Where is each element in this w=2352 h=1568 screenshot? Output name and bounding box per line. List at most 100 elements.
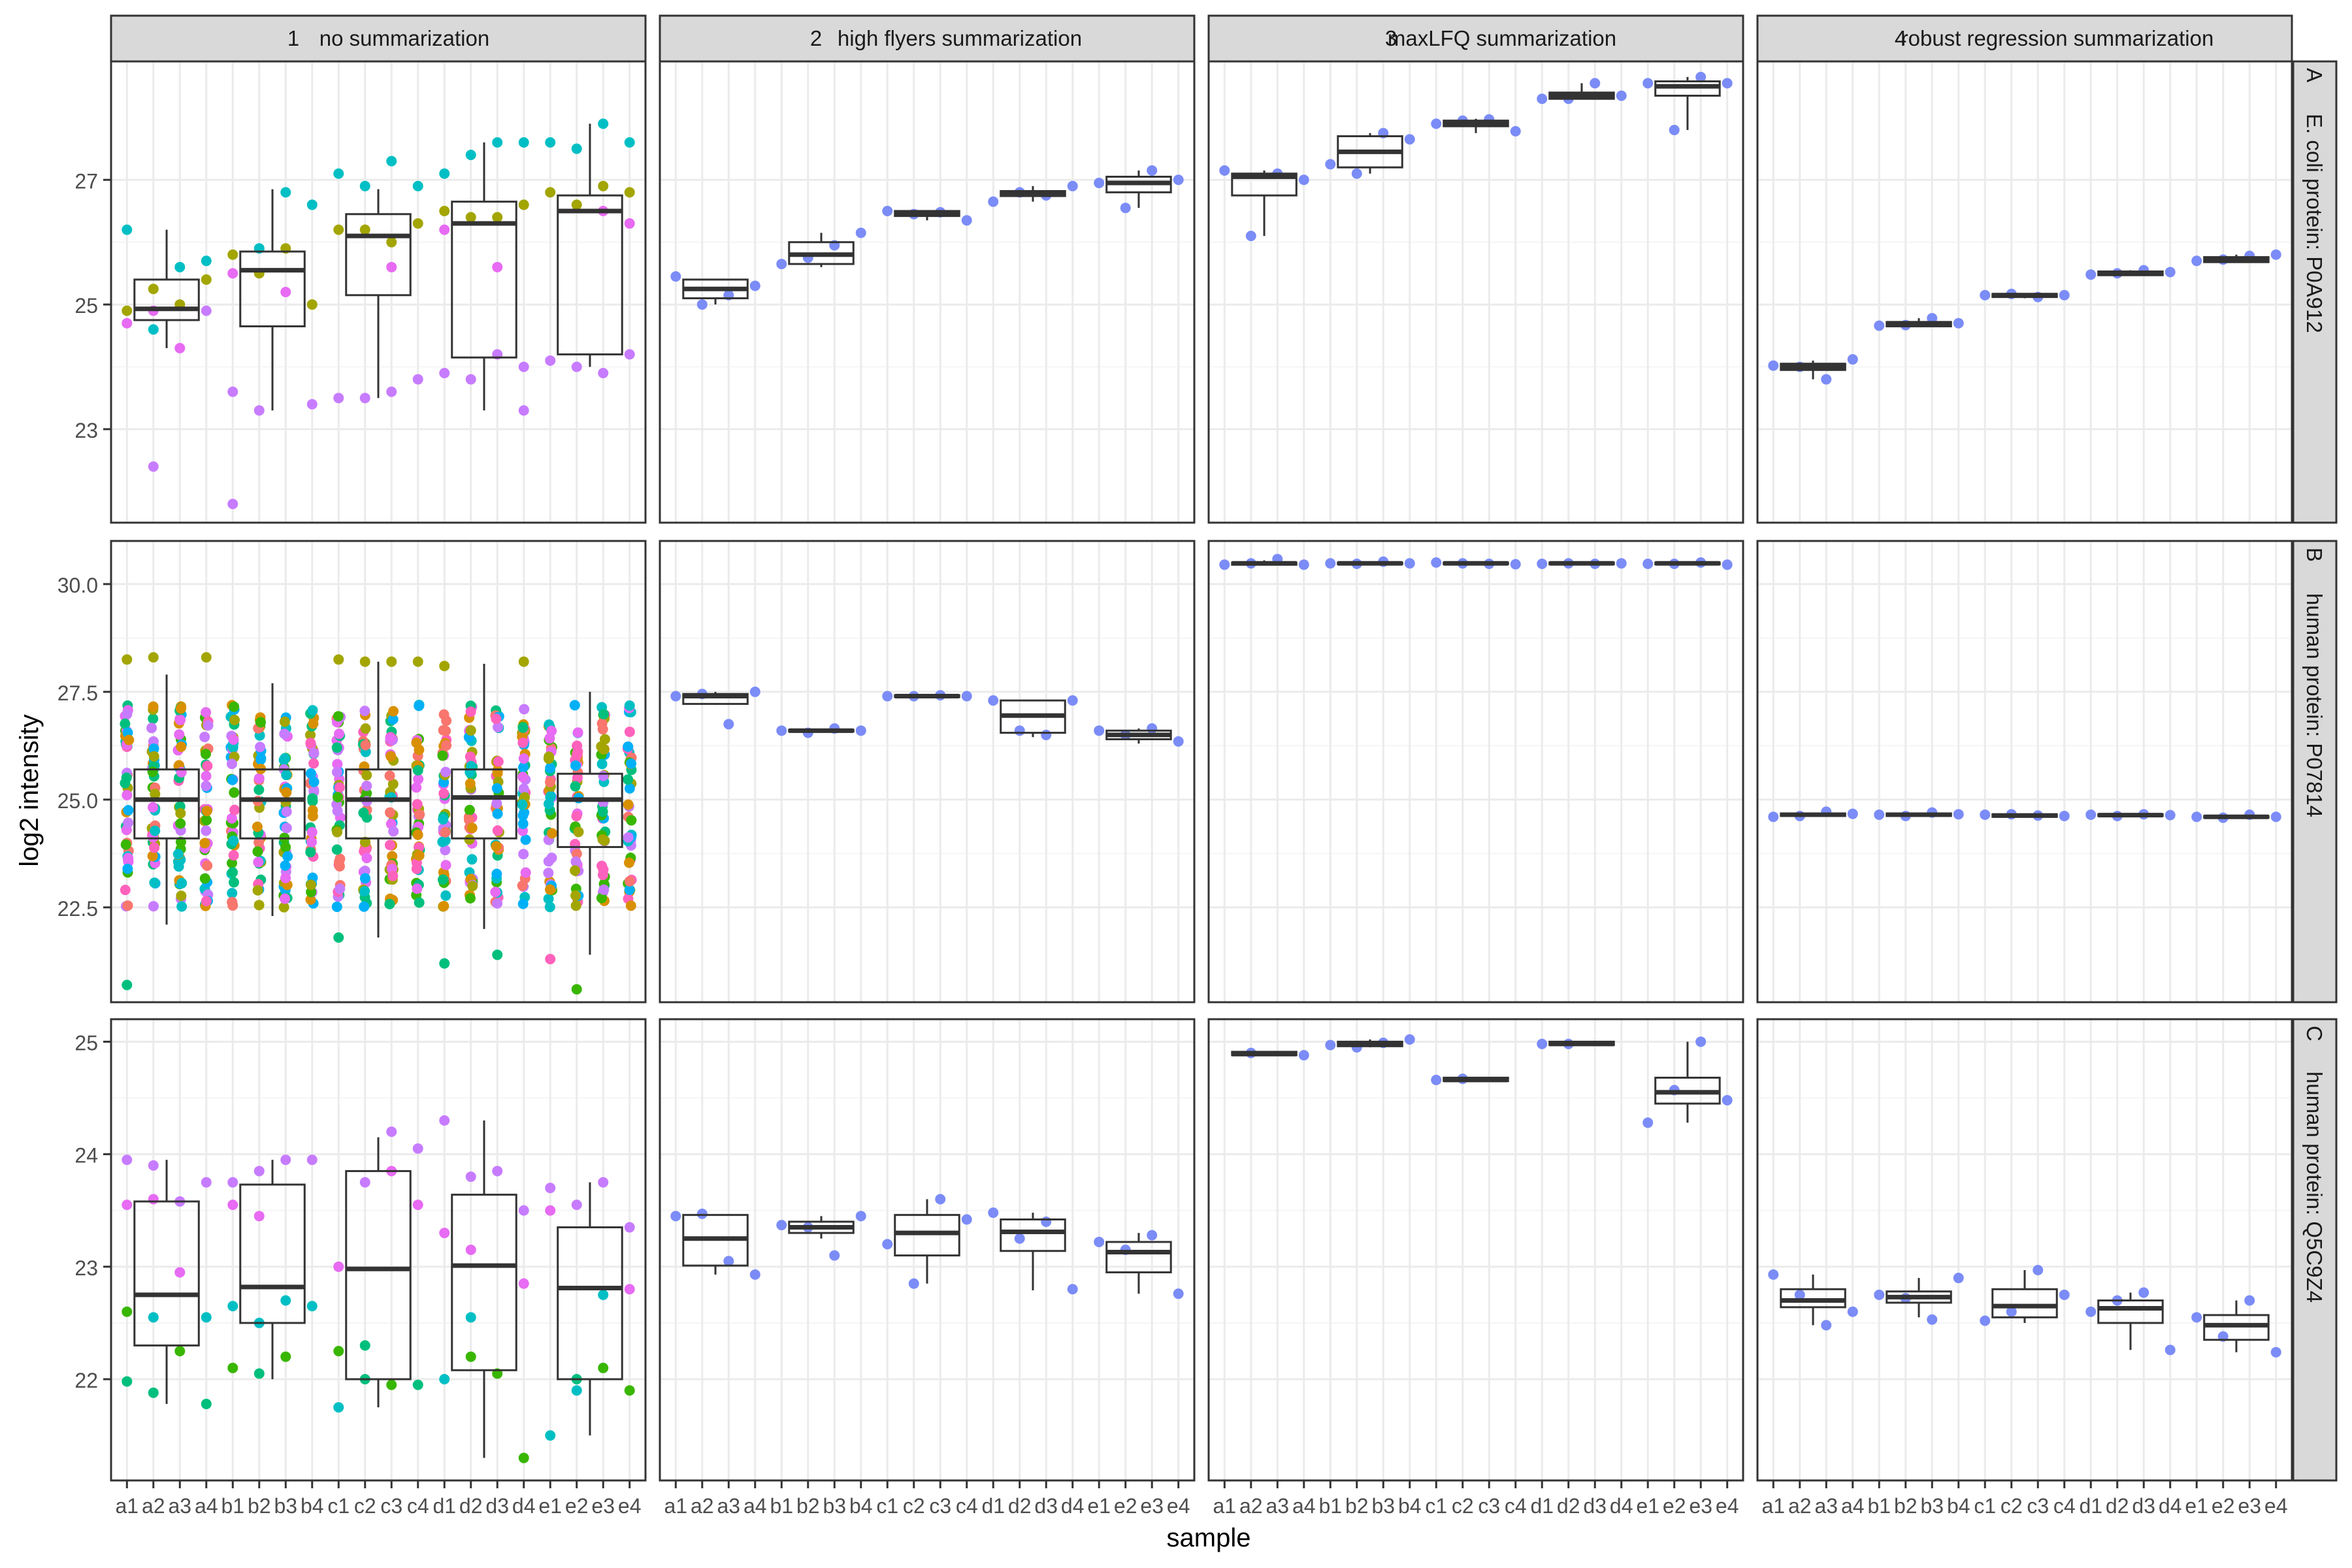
data-point (148, 713, 159, 725)
x-tick-label: e3 (591, 1494, 615, 1518)
x-tick-label: e2 (1114, 1494, 1137, 1518)
data-point (465, 150, 476, 161)
y-tick-label: 25 (74, 294, 98, 318)
data-point (624, 857, 635, 868)
data-point (148, 1194, 159, 1205)
data-point (2059, 289, 2070, 301)
data-point (545, 1183, 556, 1194)
data-point (361, 853, 372, 864)
data-point (1041, 1216, 1052, 1227)
data-point (386, 155, 397, 167)
data-point (437, 836, 448, 847)
data-point (332, 792, 343, 803)
data-point (624, 1222, 635, 1233)
data-point (624, 727, 635, 738)
data-point (1173, 174, 1184, 186)
x-tick-label: c1 (1974, 1494, 1996, 1518)
x-tick-label: c3 (929, 1494, 951, 1518)
data-point (253, 900, 265, 911)
x-tick-label: b4 (1947, 1494, 1970, 1518)
data-point (308, 718, 319, 729)
data-point (253, 1211, 265, 1222)
data-point (1147, 723, 1158, 734)
data-point (199, 838, 210, 849)
data-point (1120, 203, 1131, 214)
data-point (1537, 93, 1548, 105)
data-point (386, 237, 397, 248)
data-point (670, 271, 681, 282)
data-point (175, 715, 186, 726)
data-point (571, 199, 582, 210)
data-point (122, 1376, 133, 1387)
box-body (557, 194, 623, 355)
data-point (120, 839, 131, 850)
x-tick-label: c2 (2001, 1494, 2023, 1518)
data-point (229, 715, 240, 726)
data-point (122, 224, 133, 235)
data-point (308, 776, 319, 787)
data-point (623, 741, 634, 752)
data-point (492, 137, 503, 148)
data-point (571, 1200, 582, 1211)
data-point (855, 1211, 866, 1222)
data-point (2059, 1289, 2070, 1300)
data-point (935, 1194, 946, 1205)
data-point (545, 777, 556, 788)
data-point (467, 881, 478, 892)
data-point (2033, 1264, 2044, 1275)
panel-2-3 (1207, 540, 1744, 1004)
data-point (465, 1245, 476, 1255)
data-point (174, 261, 186, 272)
data-point (545, 1205, 556, 1216)
data-point (493, 721, 504, 732)
box-body (451, 201, 517, 359)
data-point (626, 815, 637, 826)
data-point (2191, 255, 2202, 267)
data-point (306, 879, 317, 890)
data-point (412, 374, 423, 385)
data-point (2244, 1295, 2255, 1306)
data-point (1616, 90, 1627, 101)
data-point (1067, 695, 1078, 706)
data-point (599, 734, 610, 745)
data-point (439, 1115, 450, 1126)
data-point (359, 180, 370, 191)
data-point (122, 979, 133, 990)
data-point (120, 885, 131, 896)
x-tick-label: c4 (407, 1494, 429, 1518)
panel-background (1757, 61, 2292, 523)
data-point (227, 268, 238, 279)
x-tick-label: d4 (1061, 1494, 1085, 1518)
data-point (882, 205, 893, 216)
data-point (2191, 1312, 2202, 1323)
data-point (227, 249, 238, 260)
row-strip-letter: B (2302, 547, 2327, 562)
data-point (147, 766, 158, 777)
x-tick-label: a1 (1762, 1494, 1786, 1518)
data-point (333, 857, 344, 868)
data-point (359, 706, 370, 717)
data-point (624, 1284, 635, 1295)
data-point (1953, 318, 1964, 329)
data-point (1874, 1289, 1885, 1300)
box-body (239, 768, 306, 840)
data-point (226, 759, 237, 770)
data-point (1874, 809, 1885, 820)
y-tick-label: 27.5 (57, 681, 98, 705)
data-point (174, 1345, 186, 1356)
data-point (570, 760, 581, 771)
panel-3-4 (1756, 1018, 2293, 1482)
x-tick-label: a3 (1266, 1494, 1289, 1518)
data-point (1094, 178, 1105, 189)
data-point (227, 1177, 238, 1188)
data-point (855, 725, 866, 736)
column-strip-number: 2 (810, 26, 822, 50)
data-point (623, 774, 634, 785)
panel-1-2 (659, 60, 1196, 524)
panel-background (111, 61, 645, 523)
data-point (1325, 1039, 1336, 1051)
data-point (492, 808, 503, 819)
data-point (175, 703, 186, 714)
